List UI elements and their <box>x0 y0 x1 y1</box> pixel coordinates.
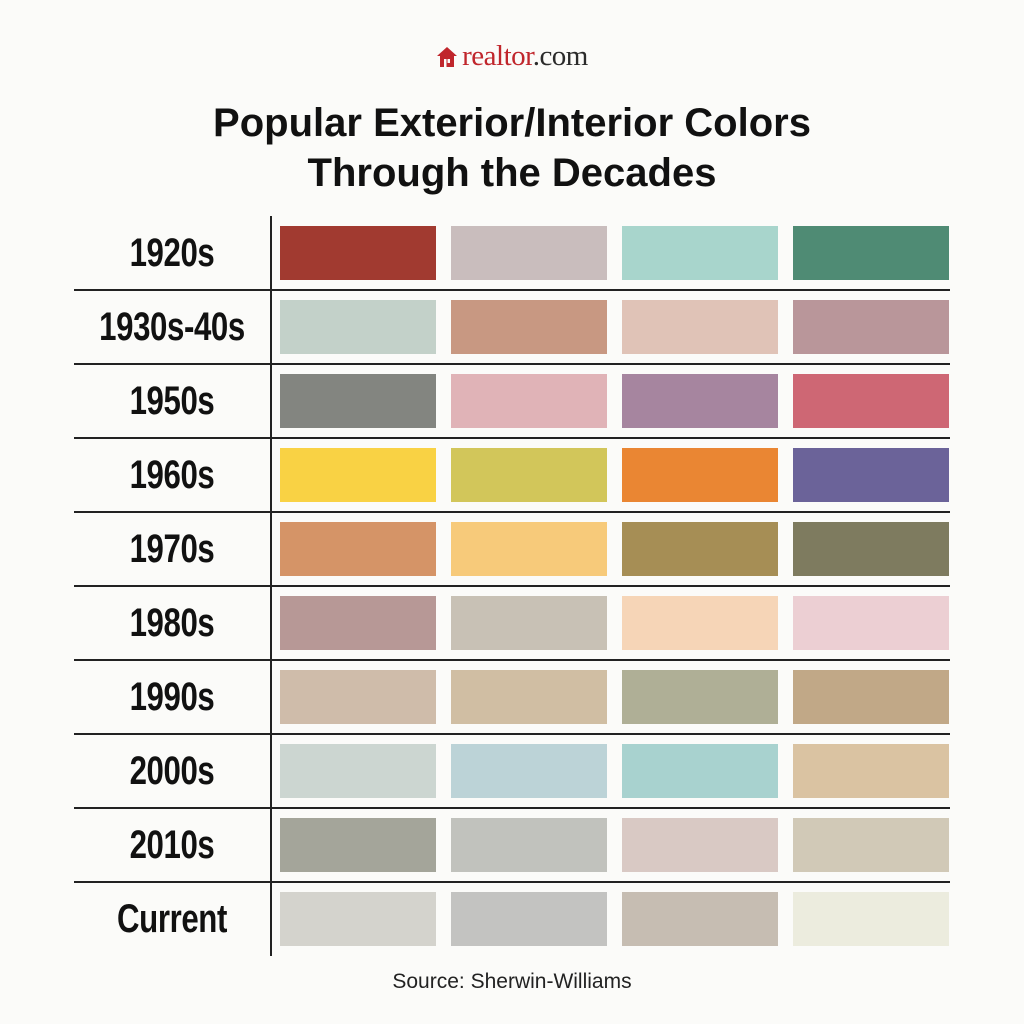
color-swatch <box>280 596 436 650</box>
color-swatch <box>451 300 607 354</box>
color-swatch <box>622 448 778 502</box>
decade-label: 1970s <box>129 526 215 571</box>
decade-row: 1980s <box>74 586 950 661</box>
decade-row: 1990s <box>74 660 950 735</box>
decade-label: 2010s <box>129 822 215 867</box>
row-divider <box>74 585 950 587</box>
color-swatch <box>280 744 436 798</box>
color-swatch <box>280 374 436 428</box>
color-swatch <box>793 300 949 354</box>
house-icon <box>437 46 458 67</box>
color-swatch <box>451 226 607 280</box>
row-divider <box>74 881 950 883</box>
source-credit: Source: Sherwin-Williams <box>392 970 632 993</box>
color-swatch <box>622 374 778 428</box>
decade-label: 2000s <box>129 748 215 793</box>
row-divider <box>74 363 950 365</box>
color-swatch <box>793 670 949 724</box>
color-swatch <box>280 522 436 576</box>
color-swatch <box>451 818 607 872</box>
decade-row: 1930s-40s <box>74 290 950 365</box>
title-line-2: Through the Decades <box>307 151 717 195</box>
decade-label: 1980s <box>129 600 215 645</box>
color-swatch <box>451 448 607 502</box>
brand-name: realtor.com <box>462 40 588 72</box>
color-swatch <box>622 226 778 280</box>
color-swatch <box>622 744 778 798</box>
decade-label: Current <box>117 896 227 941</box>
decade-row: 1960s <box>74 438 950 513</box>
color-swatch <box>622 522 778 576</box>
color-swatch <box>793 448 949 502</box>
color-swatch <box>280 892 436 946</box>
color-swatch <box>451 892 607 946</box>
color-swatch <box>622 892 778 946</box>
row-divider <box>74 659 950 661</box>
color-swatch <box>451 596 607 650</box>
color-swatch <box>280 226 436 280</box>
color-swatch <box>280 670 436 724</box>
decade-label: 1950s <box>129 378 215 423</box>
row-divider <box>74 511 950 513</box>
color-swatch <box>622 300 778 354</box>
decade-label: 1930s-40s <box>99 304 245 349</box>
color-swatch <box>793 744 949 798</box>
color-swatch <box>793 374 949 428</box>
decade-label: 1990s <box>129 674 215 719</box>
page-title: Popular Exterior/Interior Colors Through… <box>0 98 1024 198</box>
decade-row: 1950s <box>74 364 950 439</box>
color-swatch <box>280 448 436 502</box>
row-divider <box>74 437 950 439</box>
row-divider <box>74 807 950 809</box>
row-divider <box>74 733 950 735</box>
color-swatch <box>622 596 778 650</box>
decade-label: 1960s <box>129 452 215 497</box>
row-divider <box>74 289 950 291</box>
color-swatch <box>451 670 607 724</box>
title-line-1: Popular Exterior/Interior Colors <box>213 101 811 145</box>
color-swatch <box>451 374 607 428</box>
decade-row: 1920s <box>74 216 950 291</box>
color-swatch <box>793 892 949 946</box>
decade-row: 1970s <box>74 512 950 587</box>
color-swatch <box>451 522 607 576</box>
color-swatch <box>280 818 436 872</box>
decade-row: Current <box>74 882 950 956</box>
brand-logo: realtor.com <box>0 40 1024 73</box>
decade-label: 1920s <box>129 230 215 275</box>
color-swatch <box>280 300 436 354</box>
color-swatch <box>793 226 949 280</box>
decade-row: 2010s <box>74 808 950 883</box>
color-swatch <box>622 818 778 872</box>
color-swatch <box>622 670 778 724</box>
color-swatch <box>451 744 607 798</box>
color-swatch <box>793 596 949 650</box>
decade-row: 2000s <box>74 734 950 809</box>
color-swatch <box>793 522 949 576</box>
color-grid: 1920s 1930s-40s 1950s 1960s 1970s 1980s 1990s 2… <box>74 216 950 956</box>
color-swatch <box>793 818 949 872</box>
